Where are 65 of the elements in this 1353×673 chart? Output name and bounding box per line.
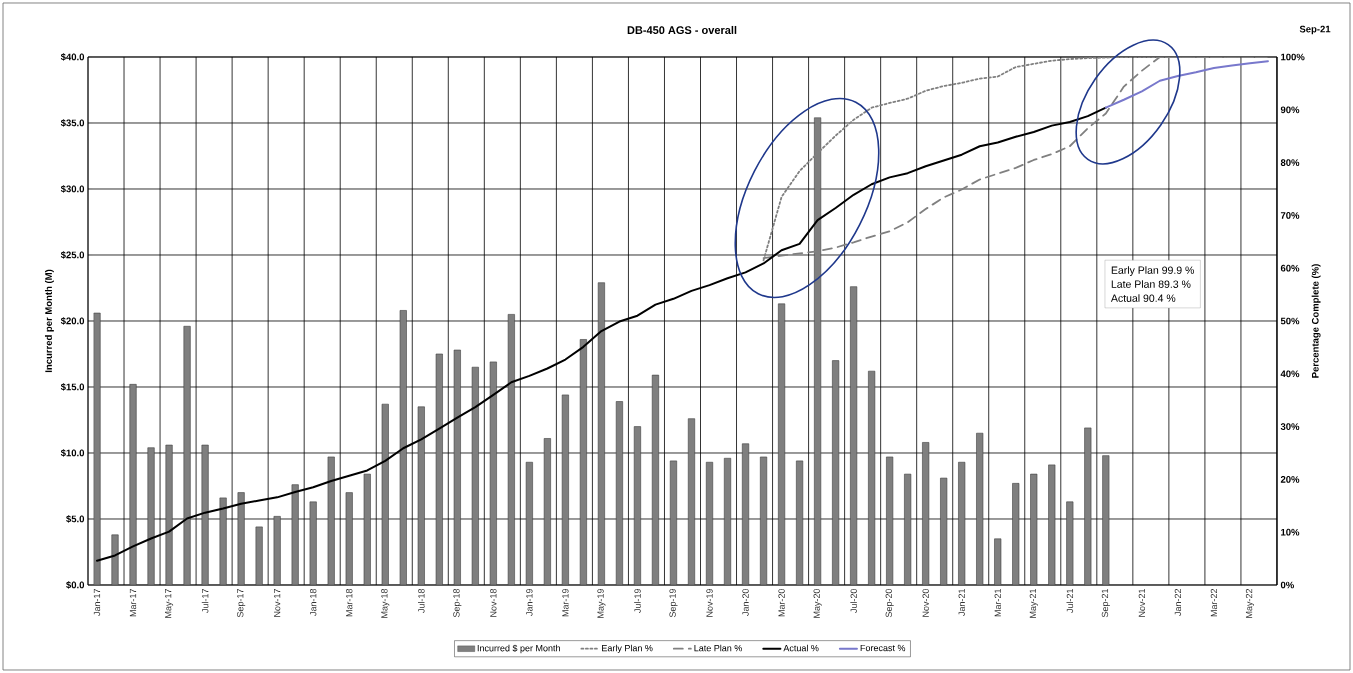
x-tick-label: May-18 [381,588,390,618]
x-tick-label: Jul-21 [1066,588,1074,613]
x-tick-label: Jul-18 [417,588,425,613]
legend-label: Late Plan % [694,644,742,652]
y-axis-title: Incurred per Month (M) [44,269,54,373]
x-tick-label: Jan-19 [526,588,533,616]
x-tick-label: Sep-19 [669,588,678,618]
x-tick-label: Jan-18 [309,588,317,616]
y-tick-label: $30.0 [60,185,85,193]
y2-tick-label: 70% [1280,212,1300,219]
y2-tick-label: 80% [1280,159,1300,166]
y2-tick-label: 60% [1280,264,1300,272]
x-tick-label: Sep-21 [1101,588,1110,618]
x-tick-label: Jan-22 [1174,588,1182,616]
y2-tick-label: 20% [1280,476,1300,483]
x-tick-label: Jul-17 [201,589,209,613]
x-tick-label: May-22 [1245,588,1255,618]
y2-tick-label: 0% [1280,581,1294,589]
y2-tick-label: 100% [1281,53,1305,61]
y-tick-label: $0.0 [66,581,85,589]
x-tick-label: Sep-18 [453,588,462,618]
y-tick-label: $10.0 [60,449,85,457]
y-tick-label: $25.0 [60,251,85,259]
legend-label: Early Plan % [602,644,653,654]
x-tick-label: Jan-21 [958,588,965,616]
y2-tick-label: 90% [1280,106,1300,114]
x-tick-label: Jan-17 [93,588,101,616]
y-tick-label: $15.0 [60,383,85,391]
y2-tick-label: 10% [1281,528,1300,536]
y-tick-label: $40.0 [60,53,85,61]
x-tick-label: May-20 [813,588,822,618]
legend-label: Actual % [783,644,819,652]
y2-tick-label: 30% [1280,423,1300,430]
y2-axis-title: Percentage Complete (%) [1311,264,1321,378]
x-tick-label: Sep-17 [237,589,246,618]
y-tick-label: $20.0 [60,317,85,325]
x-tick-label: Sep-20 [885,588,894,618]
text: Sep-21 [1299,25,1331,35]
chart-title: DB-450 AGS - overall [627,25,737,35]
x-tick-label: Nov-21 [1138,588,1146,617]
x-tick-label: Mar-19 [562,588,569,617]
x-tick-label: Jul-19 [634,588,641,613]
x-tick-label: Mar-21 [994,588,1001,617]
x-tick-label: Nov-20 [922,588,929,617]
x-tick-label: Jul-20 [850,588,857,613]
annotation: Actual 90.4 % [1110,294,1176,302]
x-tick-label: Nov-19 [706,588,713,617]
y2-tick-label: 50% [1280,317,1300,325]
legend-label: Incurred $ per Month [477,644,560,654]
y2-tick-label: 40% [1280,370,1300,378]
y-tick-label: $35.0 [60,119,85,127]
x-tick-label: May-21 [1029,588,1038,618]
x-tick-label: Mar-17 [129,588,137,617]
annotation: Early Plan 99.9 % [1111,266,1194,276]
annotation: Late Plan 89.3 % [1111,280,1191,288]
legend-label: Forecast % [860,644,906,652]
x-tick-label: Mar-18 [346,588,353,617]
y-tick-label: $5.0 [66,515,85,523]
x-tick-label: Jan-20 [742,588,749,616]
x-tick-label: May-17 [165,588,174,618]
x-tick-label: Nov-17 [274,589,281,617]
x-tick-label: Nov-18 [490,588,497,617]
x-tick-label: Mar-20 [778,588,785,617]
x-tick-label: May-19 [597,588,606,618]
x-tick-label: Mar-22 [1210,588,1218,617]
